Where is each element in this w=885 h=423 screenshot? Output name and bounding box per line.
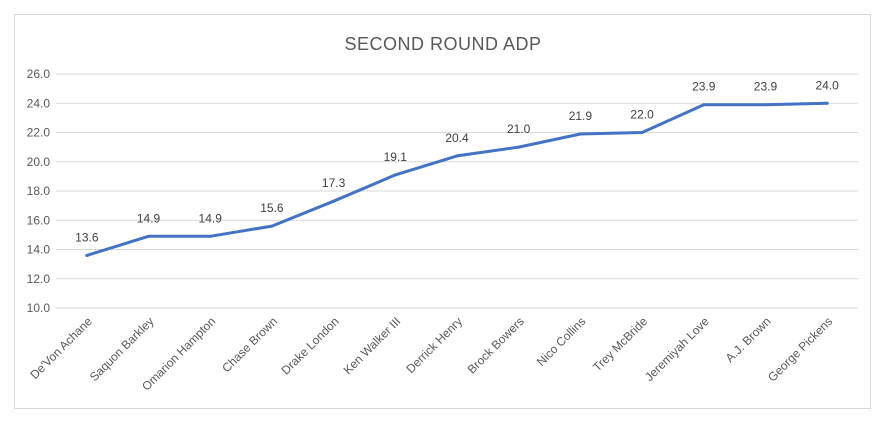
y-tick-label: 24.0 [27,96,51,110]
y-tick-label: 22.0 [27,126,51,140]
y-tick-label: 16.0 [27,213,51,227]
y-tick-label: 10.0 [27,301,51,315]
data-point [455,154,459,158]
data-label: 22.0 [630,108,654,122]
data-label: 21.9 [569,109,593,123]
data-label: 14.9 [137,211,161,225]
data-label: 23.9 [692,80,716,94]
y-tick-label: 14.0 [27,243,51,257]
x-tick-label: Chase Brown [219,314,280,375]
data-point [640,131,644,134]
data-point [393,173,397,177]
x-tick-label: A.J. Brown [723,314,774,365]
y-tick-label: 20.0 [27,155,51,169]
x-tick-label: Drake London [279,314,342,377]
data-label: 24.0 [815,78,839,92]
x-tick-label: Ken Walker III [341,314,404,377]
data-point [763,103,767,107]
chart-area [14,14,871,409]
series-line-layer [85,101,829,257]
data-point [270,224,274,228]
data-point [147,234,151,238]
x-tick-label: Trey McBride [590,314,650,374]
x-tick-label: Saquon Barkley [87,314,157,384]
x-tick-label: Nico Collins [534,314,589,369]
data-label: 13.6 [75,230,99,244]
y-axis-ticks: 10.0 12.0 14.0 16.0 18.0 20.0 22.0 24.0 26.0 [27,67,51,315]
series-line [85,101,829,257]
data-point [332,199,336,203]
x-tick-label: Brock Bowers [465,314,527,376]
x-tick-label: Jeremiyah Love [642,314,712,384]
data-label: 21.0 [507,122,531,136]
gridlines [56,73,858,309]
data-label: 19.1 [384,150,408,164]
x-tick-label: Derrick Henry [403,314,465,376]
x-tick-label: De'Von Achane [27,314,95,382]
data-point [578,132,582,136]
y-tick-label: 18.0 [27,184,51,198]
data-label: 15.6 [260,201,284,215]
y-tick-label: 26.0 [27,67,51,81]
chart-title: SECOND ROUND ADP [344,34,541,54]
data-label: 23.9 [754,80,778,94]
data-point [702,103,706,107]
data-point [517,145,521,149]
data-point [208,234,212,238]
data-point [825,101,829,105]
data-label: 20.4 [445,131,469,145]
data-labels: 13.6 14.9 14.9 15.6 17.3 19.1 20.4 21.0 21.9 22.0… [75,78,839,244]
y-tick-label: 12.0 [27,272,51,286]
x-tick-label: George Pickens [765,314,835,384]
data-label: 17.3 [322,176,346,190]
data-point [85,253,89,257]
data-label: 14.9 [199,211,223,225]
